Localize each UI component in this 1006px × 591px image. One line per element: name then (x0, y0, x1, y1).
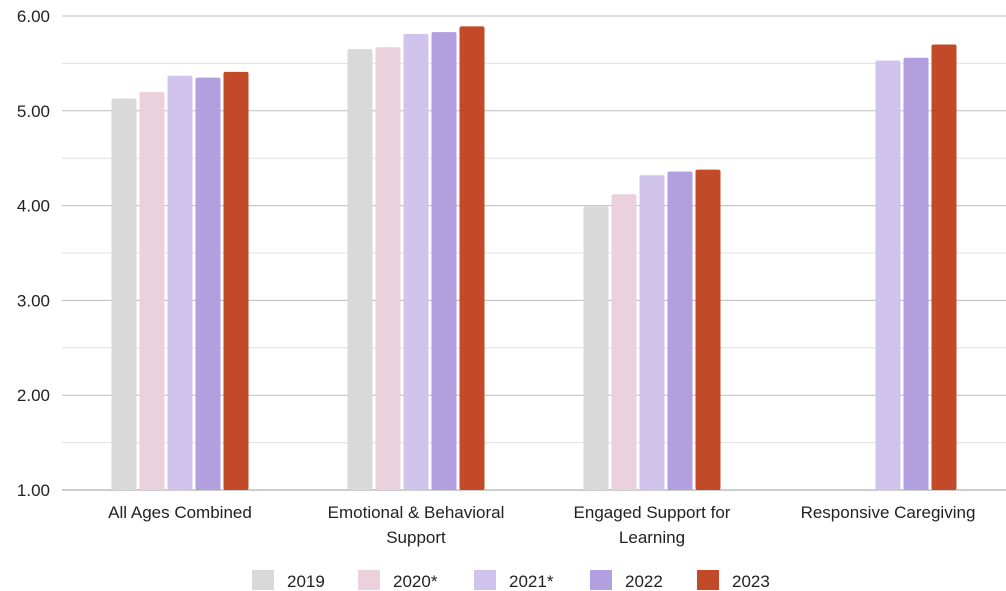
bar-2019-1 (347, 49, 373, 491)
y-tick-label: 4.00 (17, 197, 50, 216)
category-label: All Ages Combined (108, 503, 252, 522)
y-tick-label: 6.00 (17, 7, 50, 26)
legend-label: 2022 (625, 572, 663, 591)
legend-swatch (252, 570, 274, 590)
category-label: Emotional & Behavioral Support (328, 503, 505, 547)
category-label-line: Support (386, 528, 446, 547)
x-axis-categories: All Ages Combined Emotional & Behavioral S… (108, 503, 975, 547)
bar-2019-2 (583, 206, 609, 490)
bar-2022-1 (431, 32, 457, 491)
bar-2021-2 (639, 175, 665, 490)
category-label-line: Engaged Support for (574, 503, 731, 522)
legend-label: 2021* (509, 572, 554, 591)
bar-2019-0 (111, 98, 137, 490)
bar-2022-3 (903, 57, 929, 490)
bar-2023-0 (223, 71, 249, 490)
legend-label: 2019 (287, 572, 325, 591)
category-label-line: Emotional & Behavioral (328, 503, 505, 522)
bar-2020-2 (611, 194, 637, 490)
bar-2020-1 (375, 47, 401, 491)
legend-swatch (697, 570, 719, 590)
category-label-line: Responsive Caregiving (801, 503, 976, 522)
bar-2022-2 (667, 171, 693, 491)
bar-2023-2 (695, 169, 721, 491)
bar-2021-3 (875, 60, 901, 490)
category-label-line: All Ages Combined (108, 503, 252, 522)
bar-2021-0 (167, 75, 193, 490)
y-tick-label: 1.00 (17, 481, 50, 500)
bar-2021-1 (403, 34, 429, 491)
y-tick-label: 2.00 (17, 386, 50, 405)
bars (111, 26, 957, 491)
legend-swatch (474, 570, 496, 590)
category-label: Engaged Support for Learning (574, 503, 731, 547)
category-label: Responsive Caregiving (801, 503, 976, 522)
category-label-line: Learning (619, 528, 685, 547)
bar-2023-1 (459, 26, 485, 490)
y-tick-label: 3.00 (17, 291, 50, 310)
legend-label: 2020* (393, 572, 438, 591)
legend-label: 2023 (732, 572, 770, 591)
legend: 2019 2020* 2021* 2022 2023 (252, 570, 770, 591)
legend-swatch (590, 570, 612, 590)
y-axis-ticks: 1.00 2.00 3.00 4.00 5.00 6.00 (17, 7, 50, 500)
legend-swatch (358, 570, 380, 590)
bar-2022-0 (195, 77, 221, 491)
bar-2020-0 (139, 91, 165, 490)
y-tick-label: 5.00 (17, 102, 50, 121)
bar-2023-3 (931, 44, 957, 490)
